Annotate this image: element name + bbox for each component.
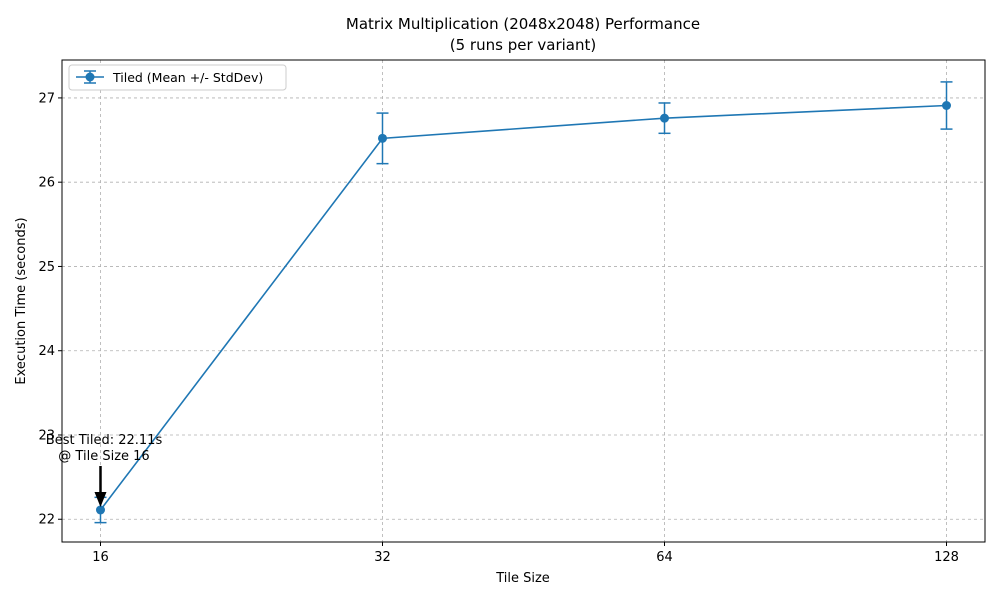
- chart-subtitle: (5 runs per variant): [450, 36, 596, 54]
- chart-title: Matrix Multiplication (2048x2048) Perfor…: [346, 15, 700, 33]
- legend-label: Tiled (Mean +/- StdDev): [112, 70, 263, 85]
- x-axis: 16 32 64 128: [92, 542, 959, 565]
- data-point: [660, 113, 670, 123]
- annotation-arrow-head: [94, 491, 107, 507]
- x-tick-label: 128: [934, 550, 959, 565]
- data-point: [95, 505, 105, 515]
- legend-marker: [76, 70, 104, 84]
- x-tick-label: 32: [374, 550, 391, 565]
- data-point: [942, 101, 952, 111]
- series-line: [99, 104, 947, 511]
- y-axis-label: Execution Time (seconds): [14, 217, 29, 384]
- data-point: [377, 133, 387, 143]
- y-axis: 22 23 24 25 26 27: [38, 91, 62, 528]
- annotation-line-2: @ Tile Size 16: [58, 449, 149, 464]
- y-tick-label: 26: [38, 176, 55, 191]
- legend: Tiled (Mean +/- StdDev): [68, 64, 287, 91]
- y-tick-label: 23: [38, 428, 55, 443]
- x-axis-label: Tile Size: [495, 571, 550, 586]
- plot-frame: [61, 59, 986, 543]
- x-tick-label: 64: [656, 550, 673, 565]
- x-tick-label: 16: [92, 550, 109, 565]
- y-tick-label: 22: [38, 513, 55, 528]
- series-layer: [94, 81, 953, 524]
- y-tick-label: 24: [38, 344, 55, 359]
- y-tick-label: 27: [38, 91, 55, 106]
- plot-area: [62, 60, 985, 542]
- legend-box: [68, 64, 287, 91]
- best-annotation: Best Tiled: 22.11s @ Tile Size 16: [46, 433, 163, 507]
- annotation-line-1: Best Tiled: 22.11s: [46, 433, 163, 448]
- y-tick-label: 25: [38, 260, 55, 275]
- legend-dot: [85, 72, 95, 82]
